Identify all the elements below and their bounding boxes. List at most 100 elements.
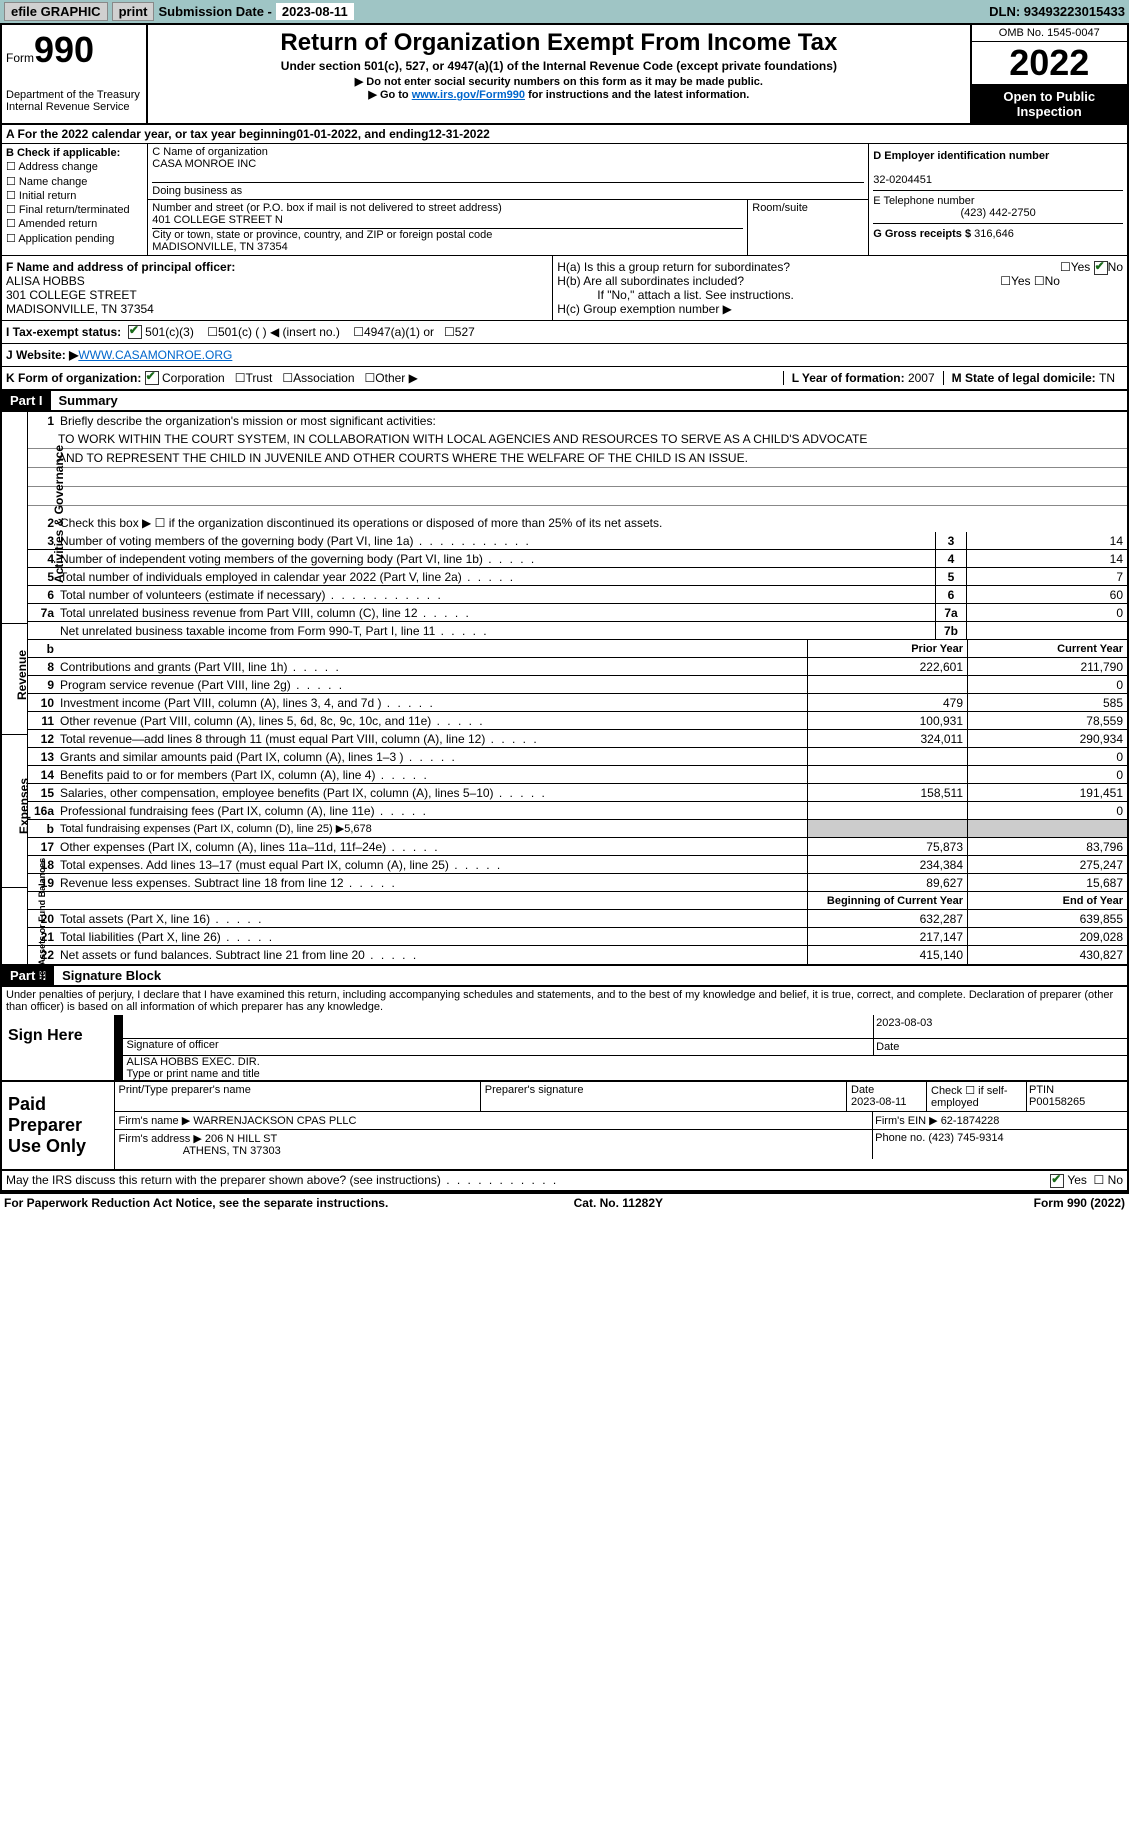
g-lbl: G Gross receipts $ (873, 228, 974, 240)
ag-v5: 7 (967, 568, 1127, 585)
instr-2: ▶ Go to www.irs.gov/Form990 for instruct… (152, 88, 965, 101)
i-o2[interactable]: 501(c) ( ) ◀ (insert no.) (218, 325, 340, 339)
prep-c1: Print/Type preparer's name (115, 1082, 481, 1111)
form-header: Form990 Department of the Treasury Inter… (0, 23, 1129, 125)
ha-lbl: H(a) Is this a group return for subordin… (557, 260, 790, 274)
org-name: CASA MONROE INC (152, 158, 864, 170)
ptin-val: P00158265 (1029, 1096, 1085, 1108)
i-o4[interactable]: 527 (455, 325, 475, 339)
part2-title: Signature Block (54, 966, 169, 985)
instr-2b: for instructions and the latest informat… (525, 89, 749, 101)
e-lbl: E Telephone number (873, 195, 974, 207)
form-word: Form (6, 51, 34, 65)
signer-name-lbl: Type or print name and title (127, 1068, 1128, 1080)
k-corp-check[interactable] (145, 371, 159, 385)
ag-l7b: Net unrelated business taxable income fr… (60, 623, 935, 639)
form-number: 990 (34, 29, 94, 70)
line-k: K Form of organization: Corporation ☐ Tr… (0, 367, 1129, 391)
ag-v7a: 0 (967, 604, 1127, 621)
opt-addr-change[interactable]: ☐ Address change (6, 160, 143, 174)
k-lbl: K Form of organization: (6, 371, 141, 385)
summary-table: Activities & Governance Revenue Expenses… (0, 412, 1129, 966)
sig-date-lbl: Date (873, 1039, 1127, 1055)
prep-c4[interactable]: Check ☐ if self-employed (927, 1082, 1027, 1111)
website-link[interactable]: WWW.CASAMONROE.ORG (78, 348, 232, 362)
ha-no-check[interactable] (1094, 261, 1108, 275)
part1-lbl: Part I (2, 391, 51, 410)
efile-label: efile GRAPHIC (4, 2, 108, 21)
line-a: A For the 2022 calendar year, or tax yea… (0, 125, 1129, 144)
k-o3[interactable]: Association (293, 371, 354, 385)
may-discuss: May the IRS discuss this return with the… (0, 1171, 1129, 1192)
instr-2a: ▶ Go to (368, 89, 411, 101)
line-i: I Tax-exempt status: 501(c)(3) ☐ 501(c) … (0, 321, 1129, 344)
part2-header: Part II Signature Block (0, 966, 1129, 987)
sub-date-label: Submission Date - (158, 4, 271, 19)
prep-date: 2023-08-11 (851, 1096, 906, 1108)
row-bcd: B Check if applicable: ☐ Address change … (0, 144, 1129, 256)
ag-l5: Total number of individuals employed in … (60, 569, 935, 585)
i-o1: 501(c)(3) (145, 325, 194, 339)
declaration: Under penalties of perjury, I declare th… (0, 987, 1129, 1015)
table-row: 8Contributions and grants (Part VIII, li… (28, 658, 1127, 676)
opt-amended[interactable]: ☐ Amended return (6, 217, 143, 231)
i-o3[interactable]: 4947(a)(1) or (364, 325, 434, 339)
k-o2[interactable]: Trust (245, 371, 272, 385)
city-val: MADISONVILLE, TN 37354 (152, 241, 743, 253)
irs-label: Internal Revenue Service (6, 101, 142, 113)
vtab-rev: Revenue (15, 650, 29, 700)
table-row: 19Revenue less expenses. Subtract line 1… (28, 874, 1127, 892)
table-row: 14Benefits paid to or for members (Part … (28, 766, 1127, 784)
ein-val: 32-0204451 (873, 174, 932, 186)
addr-lbl: Firm's address ▶ (119, 1133, 205, 1145)
irs-link[interactable]: www.irs.gov/Form990 (412, 89, 525, 101)
hb-no[interactable]: No (1045, 274, 1060, 288)
k-o4[interactable]: Other ▶ (375, 371, 418, 385)
ag-v7b (967, 622, 1127, 639)
firm-ein: 62-1874228 (941, 1115, 1000, 1127)
room-lbl: Room/suite (748, 200, 868, 255)
a-text: A For the 2022 calendar year, or tax yea… (6, 127, 296, 141)
may-yes-check[interactable] (1050, 1174, 1064, 1188)
l-lbl: L Year of formation: (792, 371, 908, 385)
opt-name-change[interactable]: ☐ Name change (6, 175, 143, 189)
a-mid: , and ending (358, 127, 429, 141)
part1-title: Summary (51, 391, 126, 410)
dept-label: Department of the Treasury (6, 89, 142, 101)
may-text: May the IRS discuss this return with the… (6, 1173, 558, 1188)
dba-lbl: Doing business as (152, 182, 864, 197)
table-row: 17Other expenses (Part IX, column (A), l… (28, 838, 1127, 856)
row-fh: F Name and address of principal officer:… (0, 256, 1129, 321)
hb-lbl: H(b) Are all subordinates included? (557, 274, 744, 288)
street-val: 401 COLLEGE STREET N (152, 214, 743, 226)
hb-yes[interactable]: Yes (1011, 274, 1031, 288)
d-lbl: D Employer identification number (873, 150, 1049, 162)
print-button[interactable]: print (112, 2, 155, 21)
hdr-end: End of Year (967, 892, 1127, 909)
may-no[interactable]: No (1108, 1173, 1123, 1187)
form-title: Return of Organization Exempt From Incom… (152, 29, 965, 57)
opt-final[interactable]: ☐ Final return/terminated (6, 203, 143, 217)
hdr-begin: Beginning of Current Year (807, 892, 967, 909)
mission-l1: TO WORK WITHIN THE COURT SYSTEM, IN COLL… (28, 430, 1127, 449)
prep-c3: Date (851, 1084, 874, 1096)
ag-v6: 60 (967, 586, 1127, 603)
open-public: Open to Public Inspection (972, 85, 1128, 123)
ag-v3: 14 (967, 532, 1127, 549)
a-date1: 01-01-2022 (296, 127, 357, 141)
table-row: 18Total expenses. Add lines 13–17 (must … (28, 856, 1127, 874)
opt-initial[interactable]: ☐ Initial return (6, 189, 143, 203)
table-row: 12Total revenue—add lines 8 through 11 (… (28, 730, 1127, 748)
col-b: B Check if applicable: ☐ Address change … (2, 144, 148, 255)
ag-l3: Number of voting members of the governin… (60, 533, 935, 549)
form-subtitle: Under section 501(c), 527, or 4947(a)(1)… (152, 59, 965, 73)
ha-no: No (1108, 260, 1123, 274)
table-row: 10Investment income (Part VIII, column (… (28, 694, 1127, 712)
j-lbl: J Website: ▶ (6, 348, 78, 362)
opt-pending[interactable]: ☐ Application pending (6, 232, 143, 246)
ag-l6: Total number of volunteers (estimate if … (60, 587, 935, 603)
table-row: 16aProfessional fundraising fees (Part I… (28, 802, 1127, 820)
i-501c3-check[interactable] (128, 325, 142, 339)
line-j: J Website: ▶ WWW.CASAMONROE.ORG (0, 344, 1129, 367)
ha-yes[interactable]: Yes (1071, 260, 1091, 274)
